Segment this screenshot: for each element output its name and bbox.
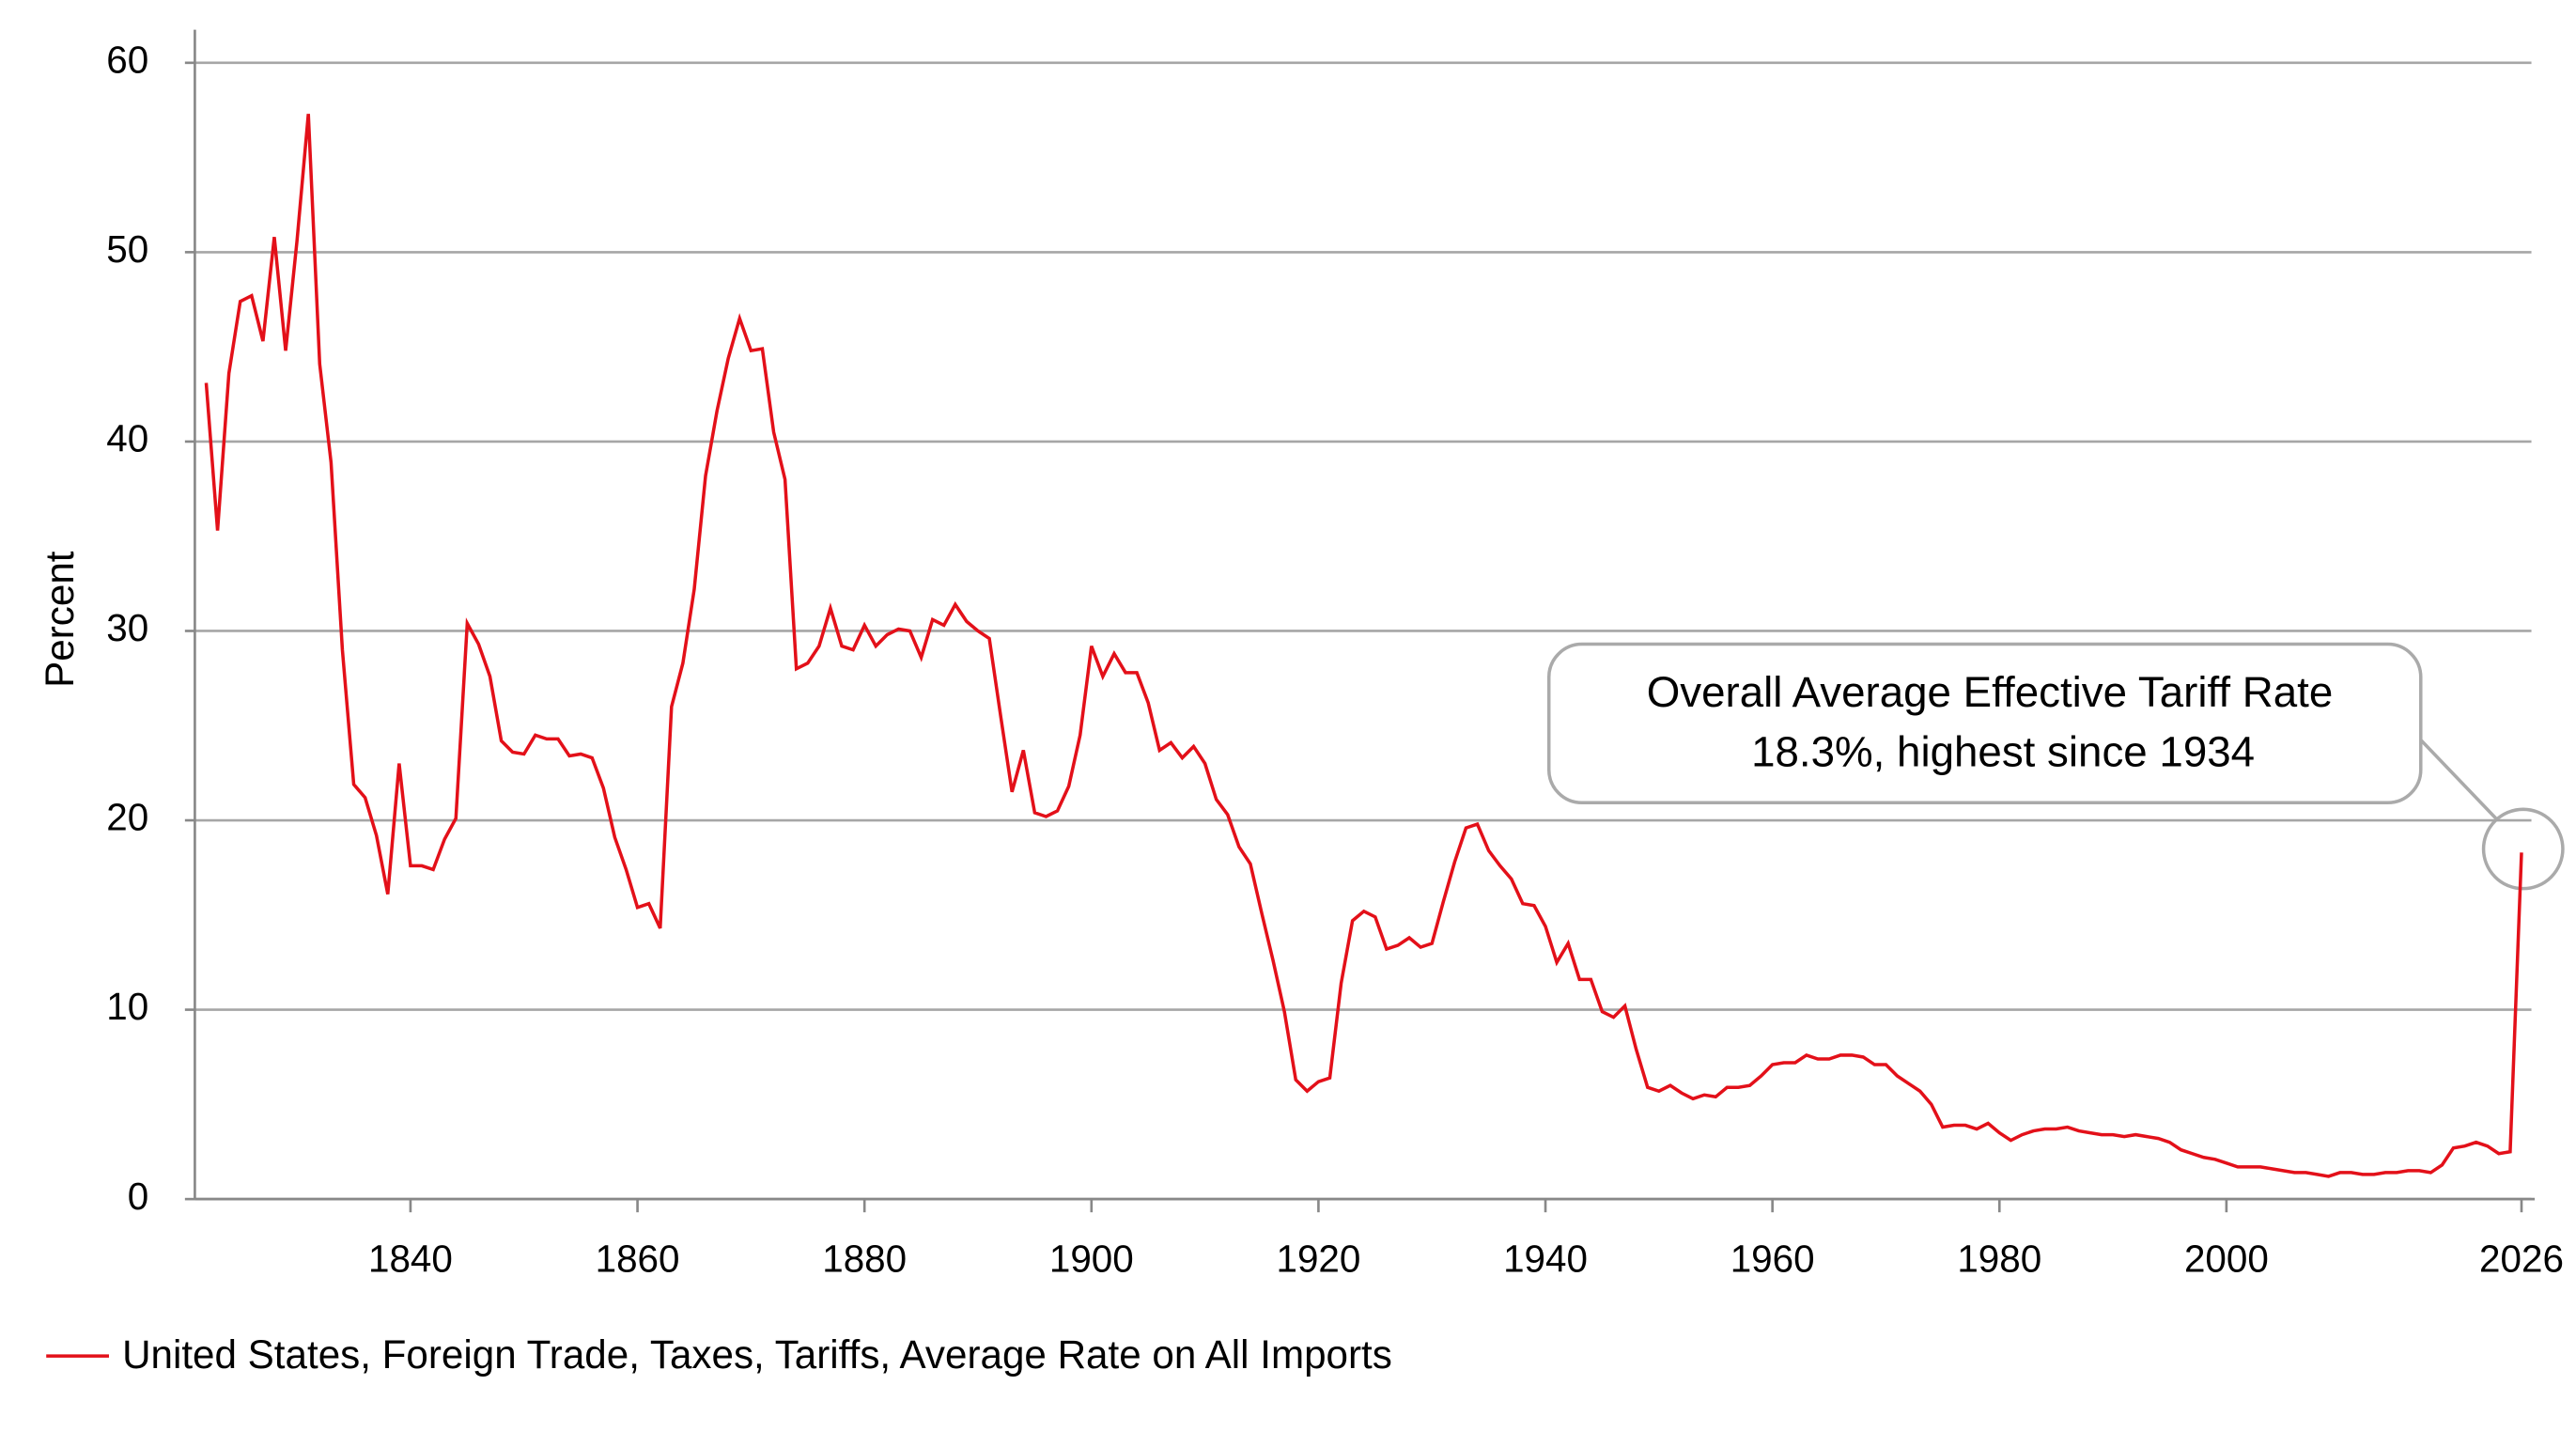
x-tick-label: 1980: [1957, 1237, 2041, 1281]
y-tick-label: 0: [128, 1175, 148, 1218]
y-tick-label: 30: [106, 606, 148, 649]
annotation-circle: [2481, 807, 2565, 891]
x-tick-label: 1960: [1730, 1237, 1815, 1281]
y-tick-label: 20: [106, 796, 148, 839]
y-tick-label: 10: [106, 985, 148, 1028]
y-tick-label: 60: [106, 39, 148, 82]
y-tick-label: 40: [106, 417, 148, 460]
x-tick-label: 1840: [368, 1237, 453, 1281]
legend-label: United States, Foreign Trade, Taxes, Tar…: [122, 1332, 1392, 1377]
annotation-line: Overall Average Effective Tariff Rate: [1647, 668, 2334, 716]
data-line: [204, 114, 2523, 1178]
annotation-connector: [2419, 739, 2498, 821]
x-tick-label: 1900: [1049, 1237, 1134, 1281]
x-tick-label: 1880: [822, 1237, 907, 1281]
x-tick-label: 1860: [596, 1237, 680, 1281]
x-tick-label: 1920: [1276, 1237, 1360, 1281]
x-tick-label: 2000: [2184, 1237, 2269, 1281]
annotation-line: 18.3%, highest since 1934: [1751, 727, 2255, 775]
y-axis-label: Percent: [38, 551, 82, 688]
x-tick-label: 1940: [1503, 1237, 1588, 1281]
annotation-box: [1546, 642, 2423, 805]
x-tick-label: 2026: [2479, 1237, 2564, 1281]
y-tick-label: 50: [106, 227, 148, 271]
